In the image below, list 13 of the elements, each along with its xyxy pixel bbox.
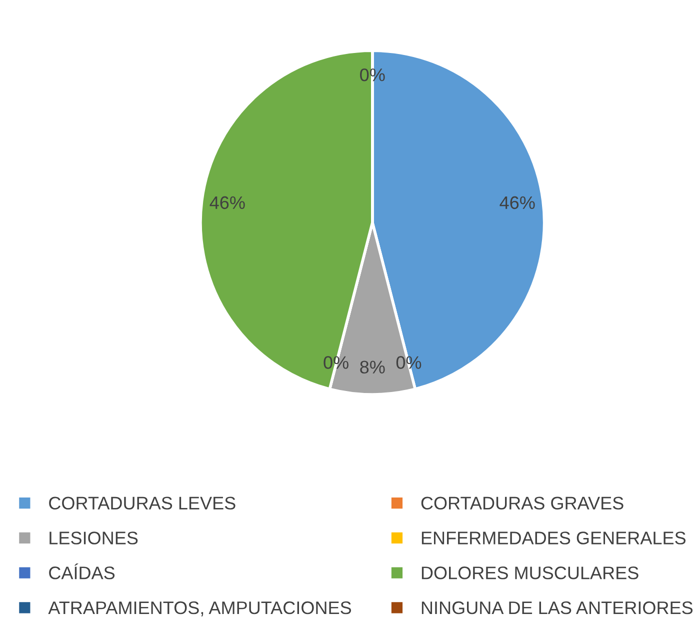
data-label: 8% bbox=[360, 360, 385, 374]
legend-label: DOLORES MUSCULARES bbox=[422, 566, 638, 580]
legend-label: ATRAPAMIENTOS, AMPUTACIONES bbox=[48, 601, 352, 616]
legend-label: CORTADURAS LEVES bbox=[49, 496, 236, 510]
legend-label: ENFERMEDADES GENERALES bbox=[422, 532, 686, 544]
legend-label: NINGUNA DE LAS ANTERIORES bbox=[422, 601, 693, 614]
legend-label: CAÍDAS bbox=[49, 563, 115, 580]
text: 0% bbox=[360, 68, 385, 82]
legend-label: CORTADURAS GRAVES bbox=[421, 496, 624, 510]
data-label: 46% bbox=[500, 196, 535, 210]
data-label: 46% bbox=[210, 196, 245, 210]
legend-label: LESIONES bbox=[50, 532, 138, 544]
text: 0% bbox=[324, 356, 348, 369]
